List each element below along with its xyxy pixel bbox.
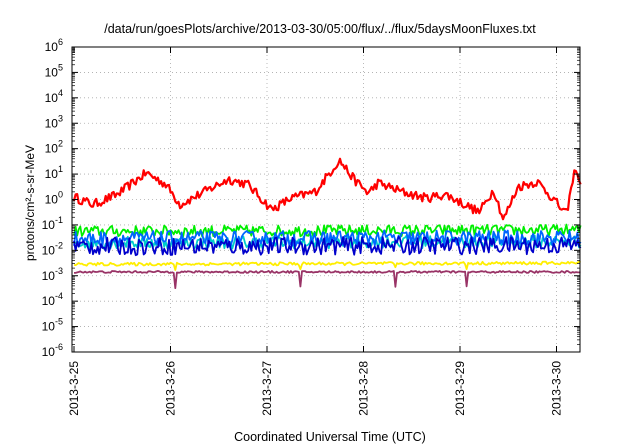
y-axis: 10-6 10-5 10-4 10-3 10-2 10-1 100 101 102 103 104 1…	[42, 37, 580, 359]
y-tick-label: 10-3	[42, 266, 63, 283]
y-tick-label: 103	[45, 113, 63, 130]
x-tick-label: 2013-3-28	[357, 361, 371, 416]
series-line	[72, 157, 582, 221]
y-tick-label: 104	[45, 88, 63, 105]
y-tick-label: 102	[45, 139, 63, 156]
series-line	[73, 260, 581, 271]
y-tick-label: 10-2	[42, 240, 63, 257]
y-tick-label: 10-4	[42, 291, 63, 308]
x-tick-label: 2013-3-30	[550, 361, 564, 416]
y-tick-label: 106	[45, 37, 63, 54]
x-axis: 2013-3-25 2013-3-26 2013-3-27 2013-3-28 2013…	[67, 47, 564, 416]
y-tick-label: 10-5	[42, 317, 63, 334]
y-tick-label: 10-6	[42, 342, 63, 359]
x-axis-label: Coordinated Universal Time (UTC)	[234, 430, 426, 444]
y-tick-label: 100	[45, 190, 63, 207]
y-tick-label: 10-1	[42, 215, 63, 232]
series-line	[73, 235, 582, 257]
y-axis-label: protons/cm²-s-sr-MeV	[23, 145, 37, 262]
x-tick-label: 2013-3-25	[67, 361, 81, 416]
series-line	[73, 223, 582, 238]
series-group	[72, 157, 582, 290]
y-tick-label: 105	[45, 62, 63, 79]
series-line	[74, 269, 581, 290]
y-tick-label: 101	[45, 164, 63, 181]
x-tick-label: 2013-3-29	[453, 361, 467, 416]
x-tick-label: 2013-3-26	[164, 361, 178, 416]
x-tick-label: 2013-3-27	[260, 361, 274, 416]
chart-title: /data/run/goesPlots/archive/2013-03-30/0…	[104, 22, 536, 36]
grid	[72, 47, 580, 352]
